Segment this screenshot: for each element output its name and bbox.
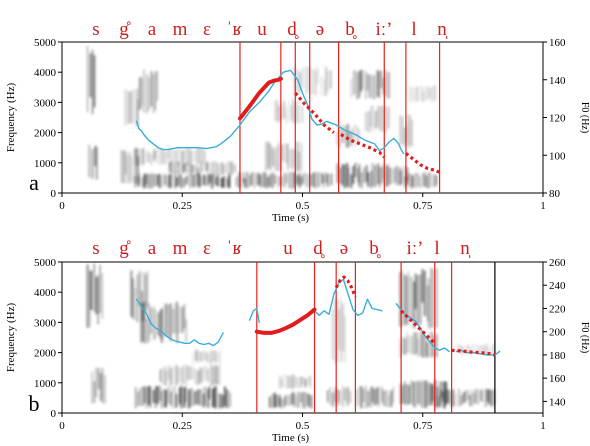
segment-label: l <box>434 238 439 259</box>
y-tick-label: 4000 <box>34 287 57 299</box>
segment-label: ɛ <box>203 238 211 259</box>
x-tick-label: 0.5 <box>296 420 310 432</box>
segment-label: u <box>283 238 293 259</box>
segment-label: u <box>257 19 267 40</box>
x-tick-label: 1 <box>540 200 546 212</box>
spectrogram-image <box>87 45 438 189</box>
f0-contour <box>135 298 224 347</box>
x-tick-label: 0 <box>59 420 65 432</box>
segment-label: l <box>411 19 416 40</box>
y2-tick-label: 160 <box>549 373 566 385</box>
spectrogram-image <box>86 263 495 409</box>
y2-tick-label: 100 <box>549 150 566 162</box>
segment-label: ˈʁ <box>226 238 242 259</box>
panel-label: b <box>29 391 40 416</box>
y2-tick-label: 140 <box>549 396 566 408</box>
segment-label: a <box>148 19 157 40</box>
segment-label: m <box>173 238 188 259</box>
x-tick-label: 1 <box>540 420 546 432</box>
y-tick-label: 5000 <box>34 37 57 49</box>
segment-label: g̊ <box>119 238 131 259</box>
y-tick-label: 4000 <box>34 67 57 79</box>
segment-label: s <box>92 238 99 259</box>
y-tick-label: 0 <box>51 188 57 200</box>
segment-label: g̊ <box>119 19 131 40</box>
x-axis-label: Time (s) <box>272 432 310 444</box>
segment-label: n̩ <box>460 238 471 259</box>
y-tick-label: 5000 <box>34 257 57 269</box>
y-tick-label: 0 <box>51 408 57 420</box>
f0-target-dotted <box>451 348 496 357</box>
segment-label: ɛ <box>203 19 211 40</box>
y2-tick-label: 240 <box>549 280 566 292</box>
x-tick-label: 0.25 <box>173 200 193 212</box>
y2-tick-label: 220 <box>549 303 566 315</box>
f0-target-dotted <box>404 152 441 174</box>
y-tick-label: 2000 <box>34 128 57 140</box>
y2-tick-label: 120 <box>549 113 566 125</box>
y-axis-label: Frequency (Hz) <box>5 83 17 153</box>
y2-tick-label: 200 <box>549 327 566 339</box>
segment-label: ˈʁ <box>226 19 242 40</box>
x-tick-label: 0.5 <box>296 200 310 212</box>
f0-target-dotted <box>334 275 357 298</box>
y-tick-label: 3000 <box>34 317 57 329</box>
segment-label: s <box>92 19 99 40</box>
y2-tick-label: 80 <box>549 188 561 200</box>
y2-axis-label: F0 (Hz) <box>579 322 590 353</box>
segment-label: d̥ <box>313 238 325 259</box>
segment-label: b̥ <box>345 19 357 40</box>
y2-axis-label: F0 (Hz) <box>579 102 590 133</box>
x-tick-label: 0.25 <box>173 420 193 432</box>
panel-b: 0 0.25 0.5 0.75 1 Time (s) 0 1000 2000 3000 4000 50… <box>5 238 590 444</box>
y2-tick-label: 180 <box>549 350 566 362</box>
y-tick-label: 1000 <box>34 378 57 390</box>
f0-contour <box>313 278 383 317</box>
f0-contour <box>248 307 260 324</box>
segment-label: iː’ <box>407 238 424 259</box>
f0-target-dotted <box>340 133 386 159</box>
y-axis-label: Frequency (Hz) <box>5 303 17 373</box>
segment-label: iː’ <box>376 19 393 40</box>
x-axis-label: Time (s) <box>272 212 310 224</box>
x-tick-label: 0.75 <box>413 200 433 212</box>
segment-label: d̥ <box>287 19 299 40</box>
f0-target-solid <box>254 307 317 335</box>
plot-frame <box>61 261 544 414</box>
segment-label: ə <box>340 238 348 259</box>
y-tick-label: 2000 <box>34 348 57 360</box>
segment-label: a <box>148 238 157 259</box>
y-tick-label: 1000 <box>34 158 57 170</box>
y-tick-label: 3000 <box>34 97 57 109</box>
panel-label: a <box>29 170 39 195</box>
f0-target-solid <box>238 76 283 121</box>
y2-tick-label: 140 <box>549 75 566 87</box>
y2-tick-label: 160 <box>549 37 566 49</box>
panel-a: 0 0.25 0.5 0.75 1 Time (s) 0 1000 2000 3000 4000 50… <box>5 19 590 224</box>
segment-label: n̩ <box>437 19 448 40</box>
x-tick-label: 0.75 <box>413 420 433 432</box>
x-tick-label: 0 <box>59 200 65 212</box>
segment-label: b̥ <box>369 238 381 259</box>
f0-target-dotted <box>399 309 436 345</box>
segment-label: m <box>173 19 188 40</box>
f0-target-dotted <box>294 91 335 134</box>
y2-tick-label: 260 <box>549 257 566 269</box>
segment-label: ə <box>316 19 324 40</box>
